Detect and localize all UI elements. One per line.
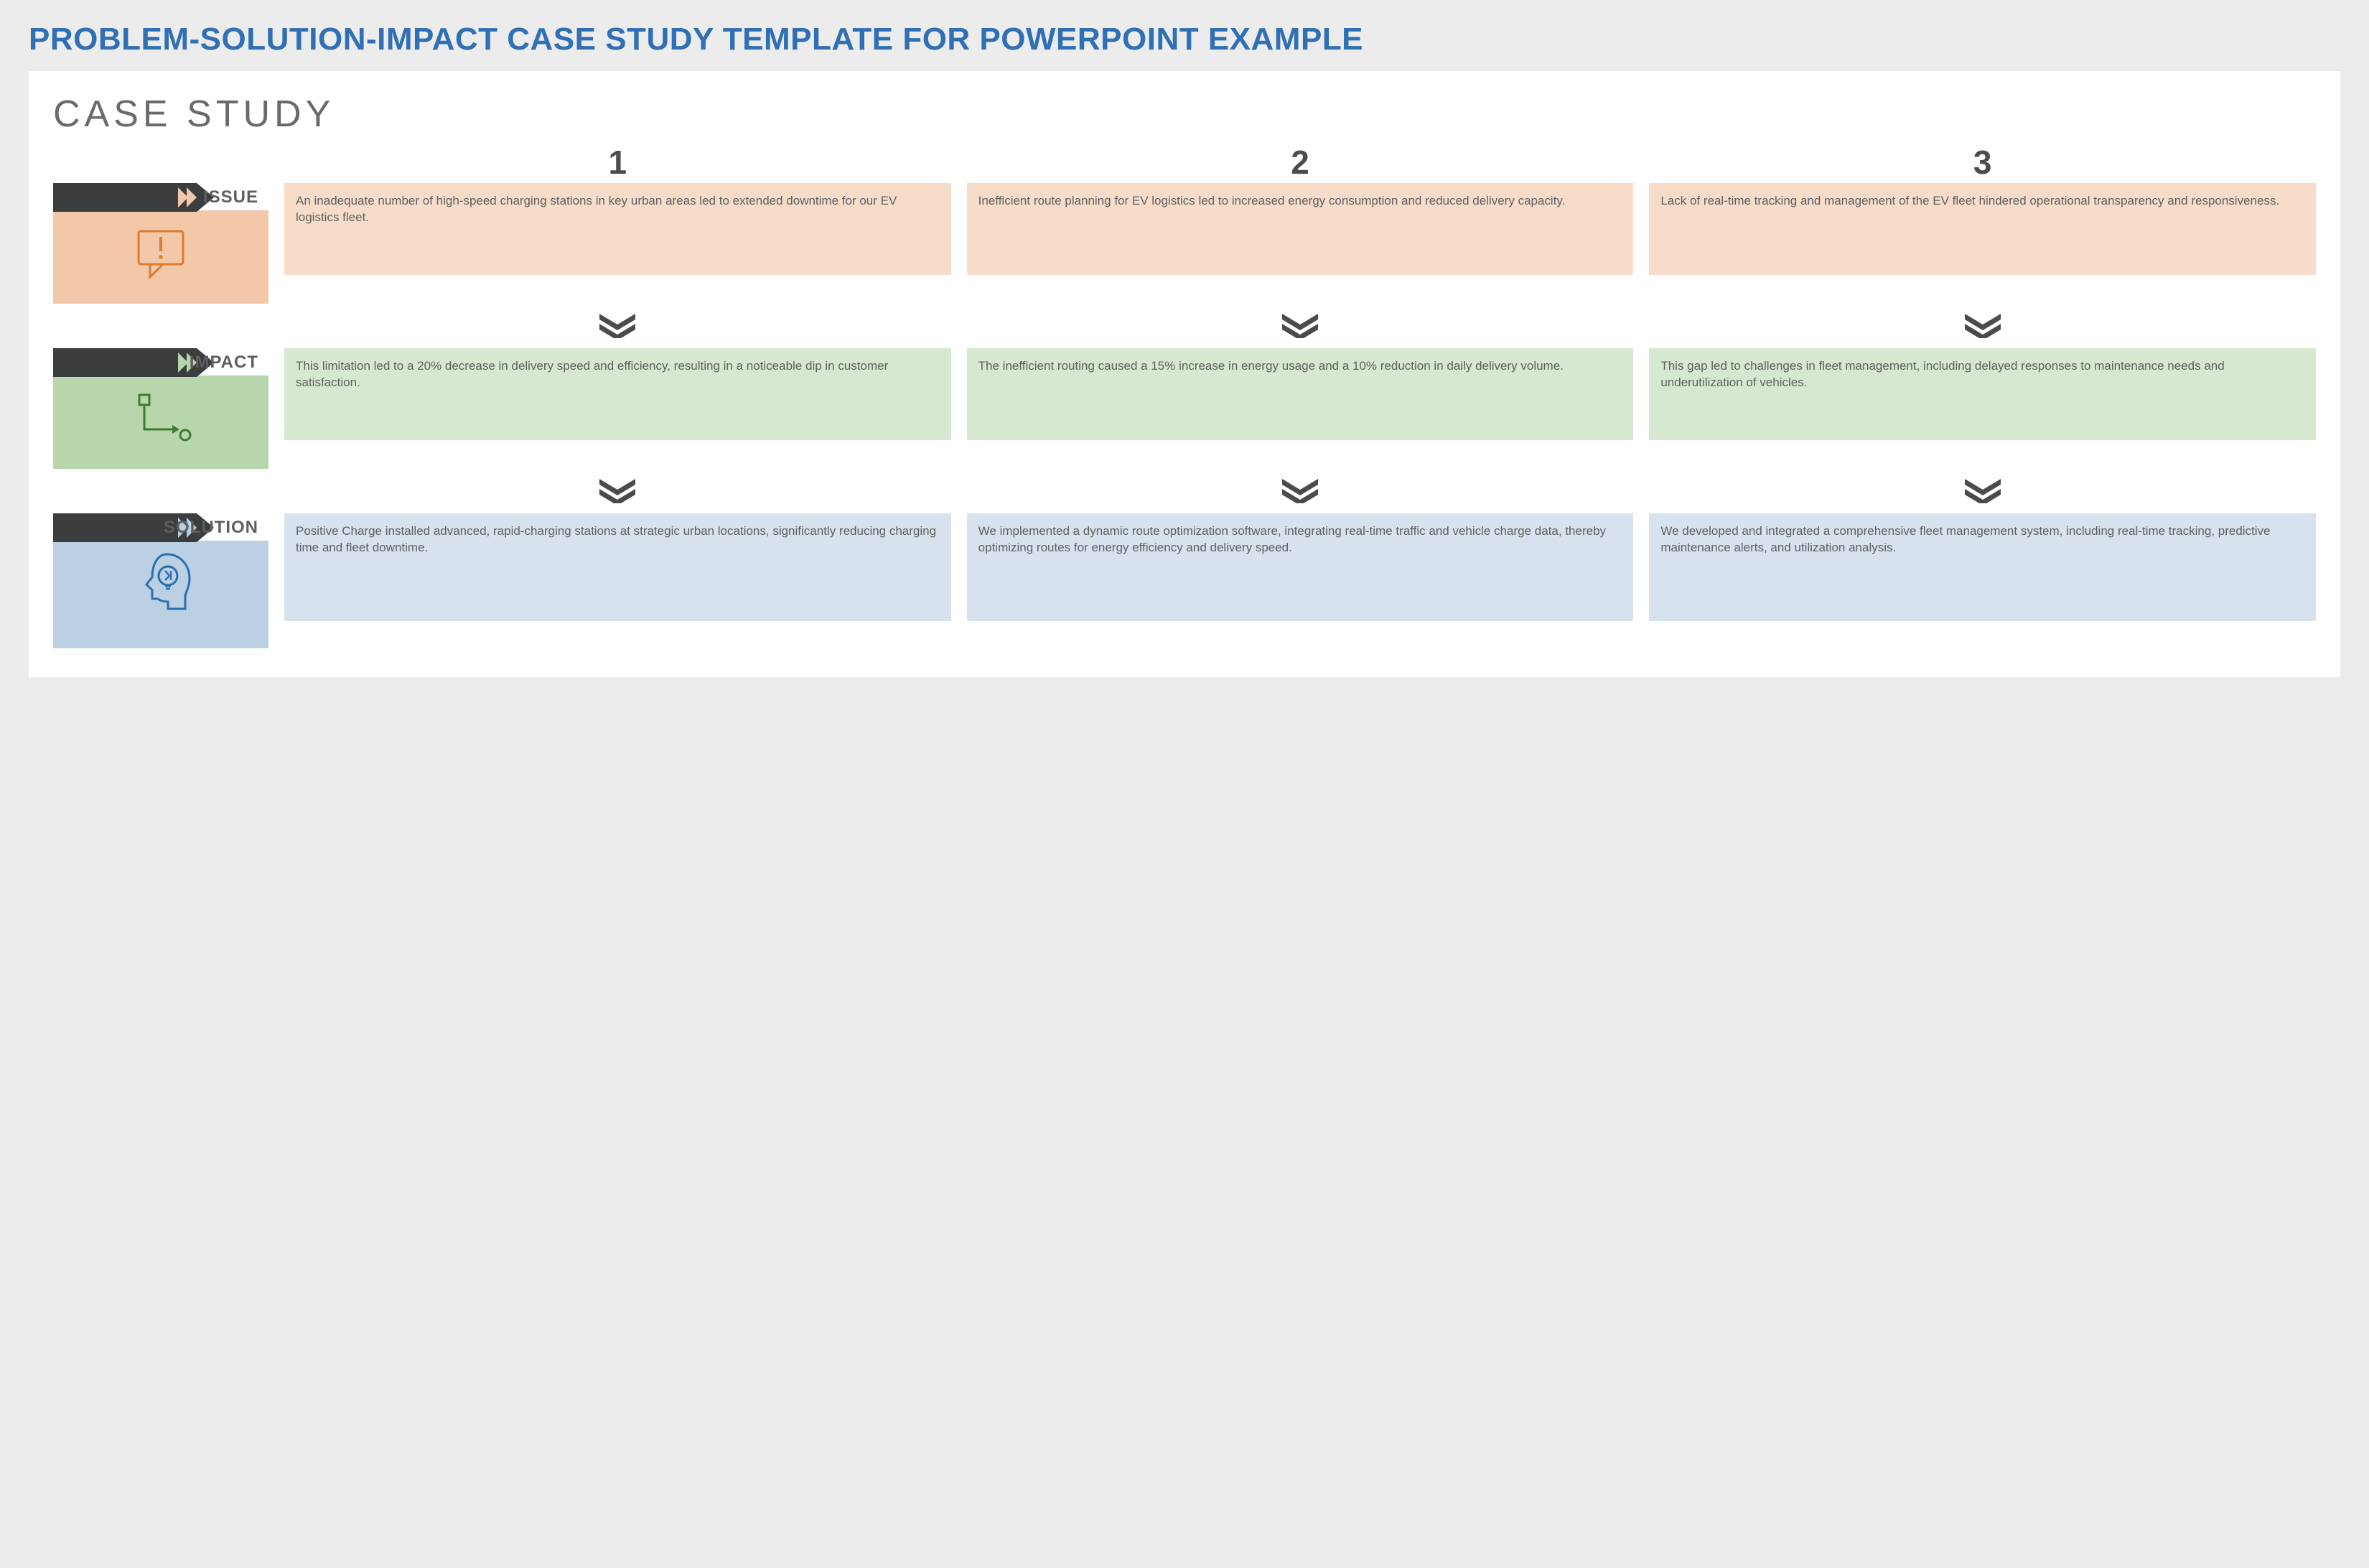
row-label-solution: SOLUTION [53, 513, 268, 648]
chevron-down-icon [1649, 314, 2316, 338]
row-label-body: SOLUTION [53, 541, 268, 648]
impact-card-1: This limitation led to a 20% decrease in… [284, 348, 951, 440]
card-text: Lack of real-time tracking and managemen… [1660, 193, 2279, 210]
row-label-impact: IMPACT [53, 348, 268, 469]
row-label-text: ISSUE [203, 187, 258, 207]
issue-card-3: Lack of real-time tracking and managemen… [1649, 183, 2316, 275]
card-text: This limitation led to a 20% decrease in… [296, 358, 940, 391]
chevron-down-icon [284, 479, 951, 503]
row-label-issue: ISSUE [53, 183, 268, 304]
chevron-right-icon [178, 187, 202, 207]
card-text: Positive Charge installed advanced, rapi… [296, 523, 940, 556]
chevron-down-icon [967, 479, 1634, 503]
solution-card-3: We developed and integrated a comprehens… [1649, 513, 2316, 621]
card-text: An inadequate number of high-speed charg… [296, 193, 940, 226]
card-text: The inefficient routing caused a 15% inc… [978, 358, 1564, 375]
row-label-body: ISSUE [53, 210, 268, 304]
row-label-text: IMPACT [190, 353, 258, 373]
solution-card-2: We implemented a dynamic route optimizat… [967, 513, 1634, 621]
row-tab [53, 348, 197, 377]
row-tab [53, 183, 197, 212]
solution-card-1: Positive Charge installed advanced, rapi… [284, 513, 951, 621]
slide-heading: CASE STUDY [53, 93, 2316, 136]
flow-path-icon [125, 386, 197, 450]
issue-card-1: An inadequate number of high-speed charg… [284, 183, 951, 275]
issue-card-2: Inefficient route planning for EV logist… [967, 183, 1634, 275]
card-text: We developed and integrated a comprehens… [1660, 523, 2304, 556]
col-number-3: 3 [1649, 143, 2316, 183]
impact-card-3: This gap led to challenges in fleet mana… [1649, 348, 2316, 440]
card-text: Inefficient route planning for EV logist… [978, 193, 1566, 210]
page-title: PROBLEM-SOLUTION-IMPACT CASE STUDY TEMPL… [29, 22, 2340, 58]
card-text: This gap led to challenges in fleet mana… [1660, 358, 2304, 391]
col-number-1: 1 [284, 143, 951, 183]
row-label-text: SOLUTION [164, 518, 258, 538]
chevron-down-icon [1649, 479, 2316, 503]
arrow-row-2 [53, 469, 2316, 513]
chevron-down-icon [284, 314, 951, 338]
arrow-row-1 [53, 304, 2316, 348]
chat-exclaim-icon [129, 220, 193, 285]
card-text: We implemented a dynamic route optimizat… [978, 523, 1622, 556]
slide: CASE STUDY 1 2 3 ISSUE [29, 71, 2340, 677]
chevron-down-icon [967, 314, 1634, 338]
col-number-2: 2 [967, 143, 1634, 183]
impact-card-2: The inefficient routing caused a 15% inc… [967, 348, 1634, 440]
row-label-body: IMPACT [53, 375, 268, 469]
idea-head-icon [125, 551, 197, 615]
case-study-grid: 1 2 3 ISSUE An [53, 143, 2316, 648]
